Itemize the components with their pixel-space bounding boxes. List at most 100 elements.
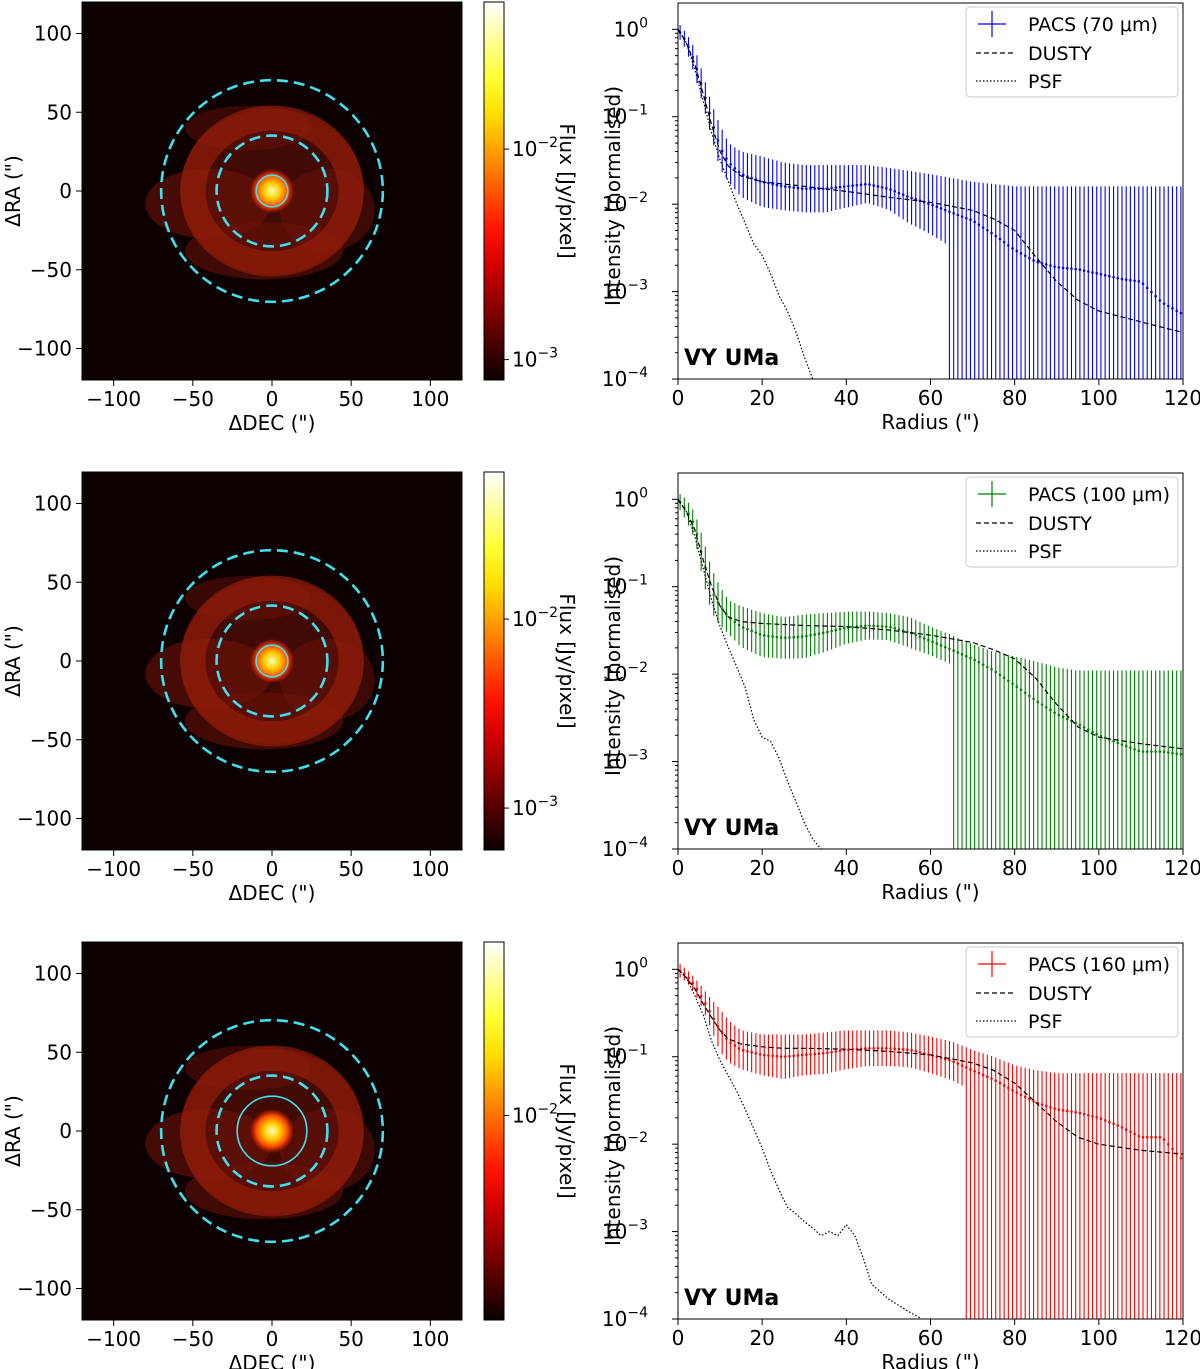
data-point bbox=[1099, 734, 1103, 738]
data-point bbox=[775, 183, 779, 187]
data-point bbox=[918, 1051, 922, 1054]
data-point bbox=[872, 624, 875, 628]
y-tick-label: −50 bbox=[30, 1198, 72, 1222]
data-point bbox=[1065, 266, 1069, 270]
y-tick-label: 10−4 bbox=[602, 1305, 648, 1331]
data-point bbox=[956, 1062, 960, 1065]
data-point bbox=[1015, 1091, 1019, 1094]
data-point bbox=[1082, 269, 1086, 272]
data-point bbox=[994, 1079, 998, 1082]
data-point bbox=[838, 185, 842, 189]
y-tick-label: 0 bbox=[59, 1119, 72, 1143]
data-point bbox=[691, 981, 695, 985]
data-point bbox=[1082, 1112, 1086, 1116]
data-point bbox=[720, 607, 724, 611]
data-point bbox=[964, 1066, 968, 1069]
data-point bbox=[716, 1025, 720, 1028]
data-point bbox=[1040, 262, 1044, 265]
data-point bbox=[1179, 311, 1183, 315]
data-point bbox=[834, 628, 838, 632]
data-point bbox=[948, 210, 951, 214]
data-point bbox=[737, 170, 741, 174]
data-point bbox=[943, 645, 947, 649]
data-point bbox=[834, 1050, 838, 1053]
data-point bbox=[1145, 750, 1149, 753]
data-point bbox=[750, 629, 753, 633]
data-point bbox=[716, 139, 720, 142]
data-point bbox=[939, 644, 943, 647]
dusty-model-line bbox=[678, 28, 1183, 334]
background-annulus-circle bbox=[215, 1074, 329, 1188]
data-point bbox=[1053, 1107, 1056, 1110]
data-point bbox=[956, 651, 960, 654]
data-point bbox=[948, 647, 951, 651]
data-point bbox=[855, 183, 859, 187]
colorbar-tick-label: 10−2 bbox=[512, 605, 558, 631]
data-point bbox=[805, 187, 808, 191]
data-point bbox=[1095, 732, 1099, 736]
data-point bbox=[1053, 711, 1056, 714]
data-point bbox=[775, 635, 779, 639]
x-axis-label: ΔDEC (") bbox=[229, 411, 316, 435]
data-point bbox=[1179, 753, 1183, 756]
y-tick-label: 100 bbox=[614, 485, 648, 511]
data-point bbox=[1032, 697, 1035, 701]
legend-box bbox=[965, 6, 1179, 98]
data-point bbox=[1141, 1135, 1145, 1139]
radial-profile-panel-100: 0 20 40 60 80 100 120 100 10−1 10−2 10−3 10−4 Radius… bbox=[601, 472, 1200, 904]
y-axis-label: ΔRA (") bbox=[1, 155, 25, 227]
data-point bbox=[1057, 1108, 1061, 1111]
data-point bbox=[1040, 703, 1044, 706]
y-tick-label: 10−3 bbox=[602, 278, 648, 304]
data-point bbox=[969, 218, 972, 222]
y-tick-exponent: 0 bbox=[639, 15, 648, 31]
data-point bbox=[973, 1069, 976, 1073]
data-point bbox=[973, 220, 976, 224]
flux-map-panel-160: −100 −50 0 50 100 100 50 0 −50 −100 ΔDEC (") ΔRA ("… bbox=[1, 941, 463, 1369]
data-point bbox=[813, 187, 817, 191]
y-tick-label: 0 bbox=[59, 649, 72, 673]
data-point bbox=[885, 1046, 888, 1050]
source-aperture-circle bbox=[236, 1095, 308, 1167]
data-point bbox=[817, 1052, 821, 1055]
data-point bbox=[956, 213, 960, 217]
data-point bbox=[1145, 1135, 1149, 1139]
data-point bbox=[981, 226, 985, 229]
data-point bbox=[1112, 275, 1115, 279]
data-point bbox=[737, 623, 741, 627]
y-tick-exponent: −2 bbox=[627, 1130, 648, 1146]
data-point bbox=[927, 638, 930, 642]
data-point bbox=[977, 1071, 981, 1075]
data-point bbox=[1023, 691, 1027, 695]
central-source bbox=[249, 1108, 295, 1154]
data-point bbox=[809, 1053, 812, 1056]
data-point bbox=[1019, 252, 1023, 255]
data-point bbox=[842, 626, 846, 630]
data-point bbox=[788, 185, 791, 189]
x-tick-label: 60 bbox=[918, 856, 943, 880]
data-point bbox=[1011, 1089, 1014, 1092]
data-point bbox=[754, 1052, 758, 1055]
data-point bbox=[1162, 302, 1166, 305]
x-tick-label: −50 bbox=[172, 1327, 214, 1351]
y-tick-exponent: −4 bbox=[627, 1305, 648, 1321]
data-point bbox=[741, 173, 745, 177]
data-point bbox=[948, 1058, 951, 1062]
data-point bbox=[1120, 277, 1124, 281]
data-point bbox=[876, 1046, 880, 1050]
data-point bbox=[1158, 750, 1162, 753]
data-point bbox=[931, 640, 934, 644]
y-axis-label: Intensity (normalised) bbox=[601, 1026, 625, 1246]
data-point bbox=[1162, 1138, 1166, 1141]
data-point bbox=[922, 637, 926, 640]
data-point bbox=[893, 190, 897, 193]
data-point bbox=[1166, 751, 1170, 754]
y-tick-exponent: −3 bbox=[627, 278, 648, 294]
legend-dusty-label: DUSTY bbox=[1028, 513, 1092, 535]
background-annulus-circle bbox=[159, 78, 385, 304]
data-point bbox=[1099, 272, 1103, 276]
data-point bbox=[771, 635, 774, 638]
source-aperture-circle bbox=[255, 174, 289, 208]
x-tick-label: 40 bbox=[834, 386, 859, 410]
